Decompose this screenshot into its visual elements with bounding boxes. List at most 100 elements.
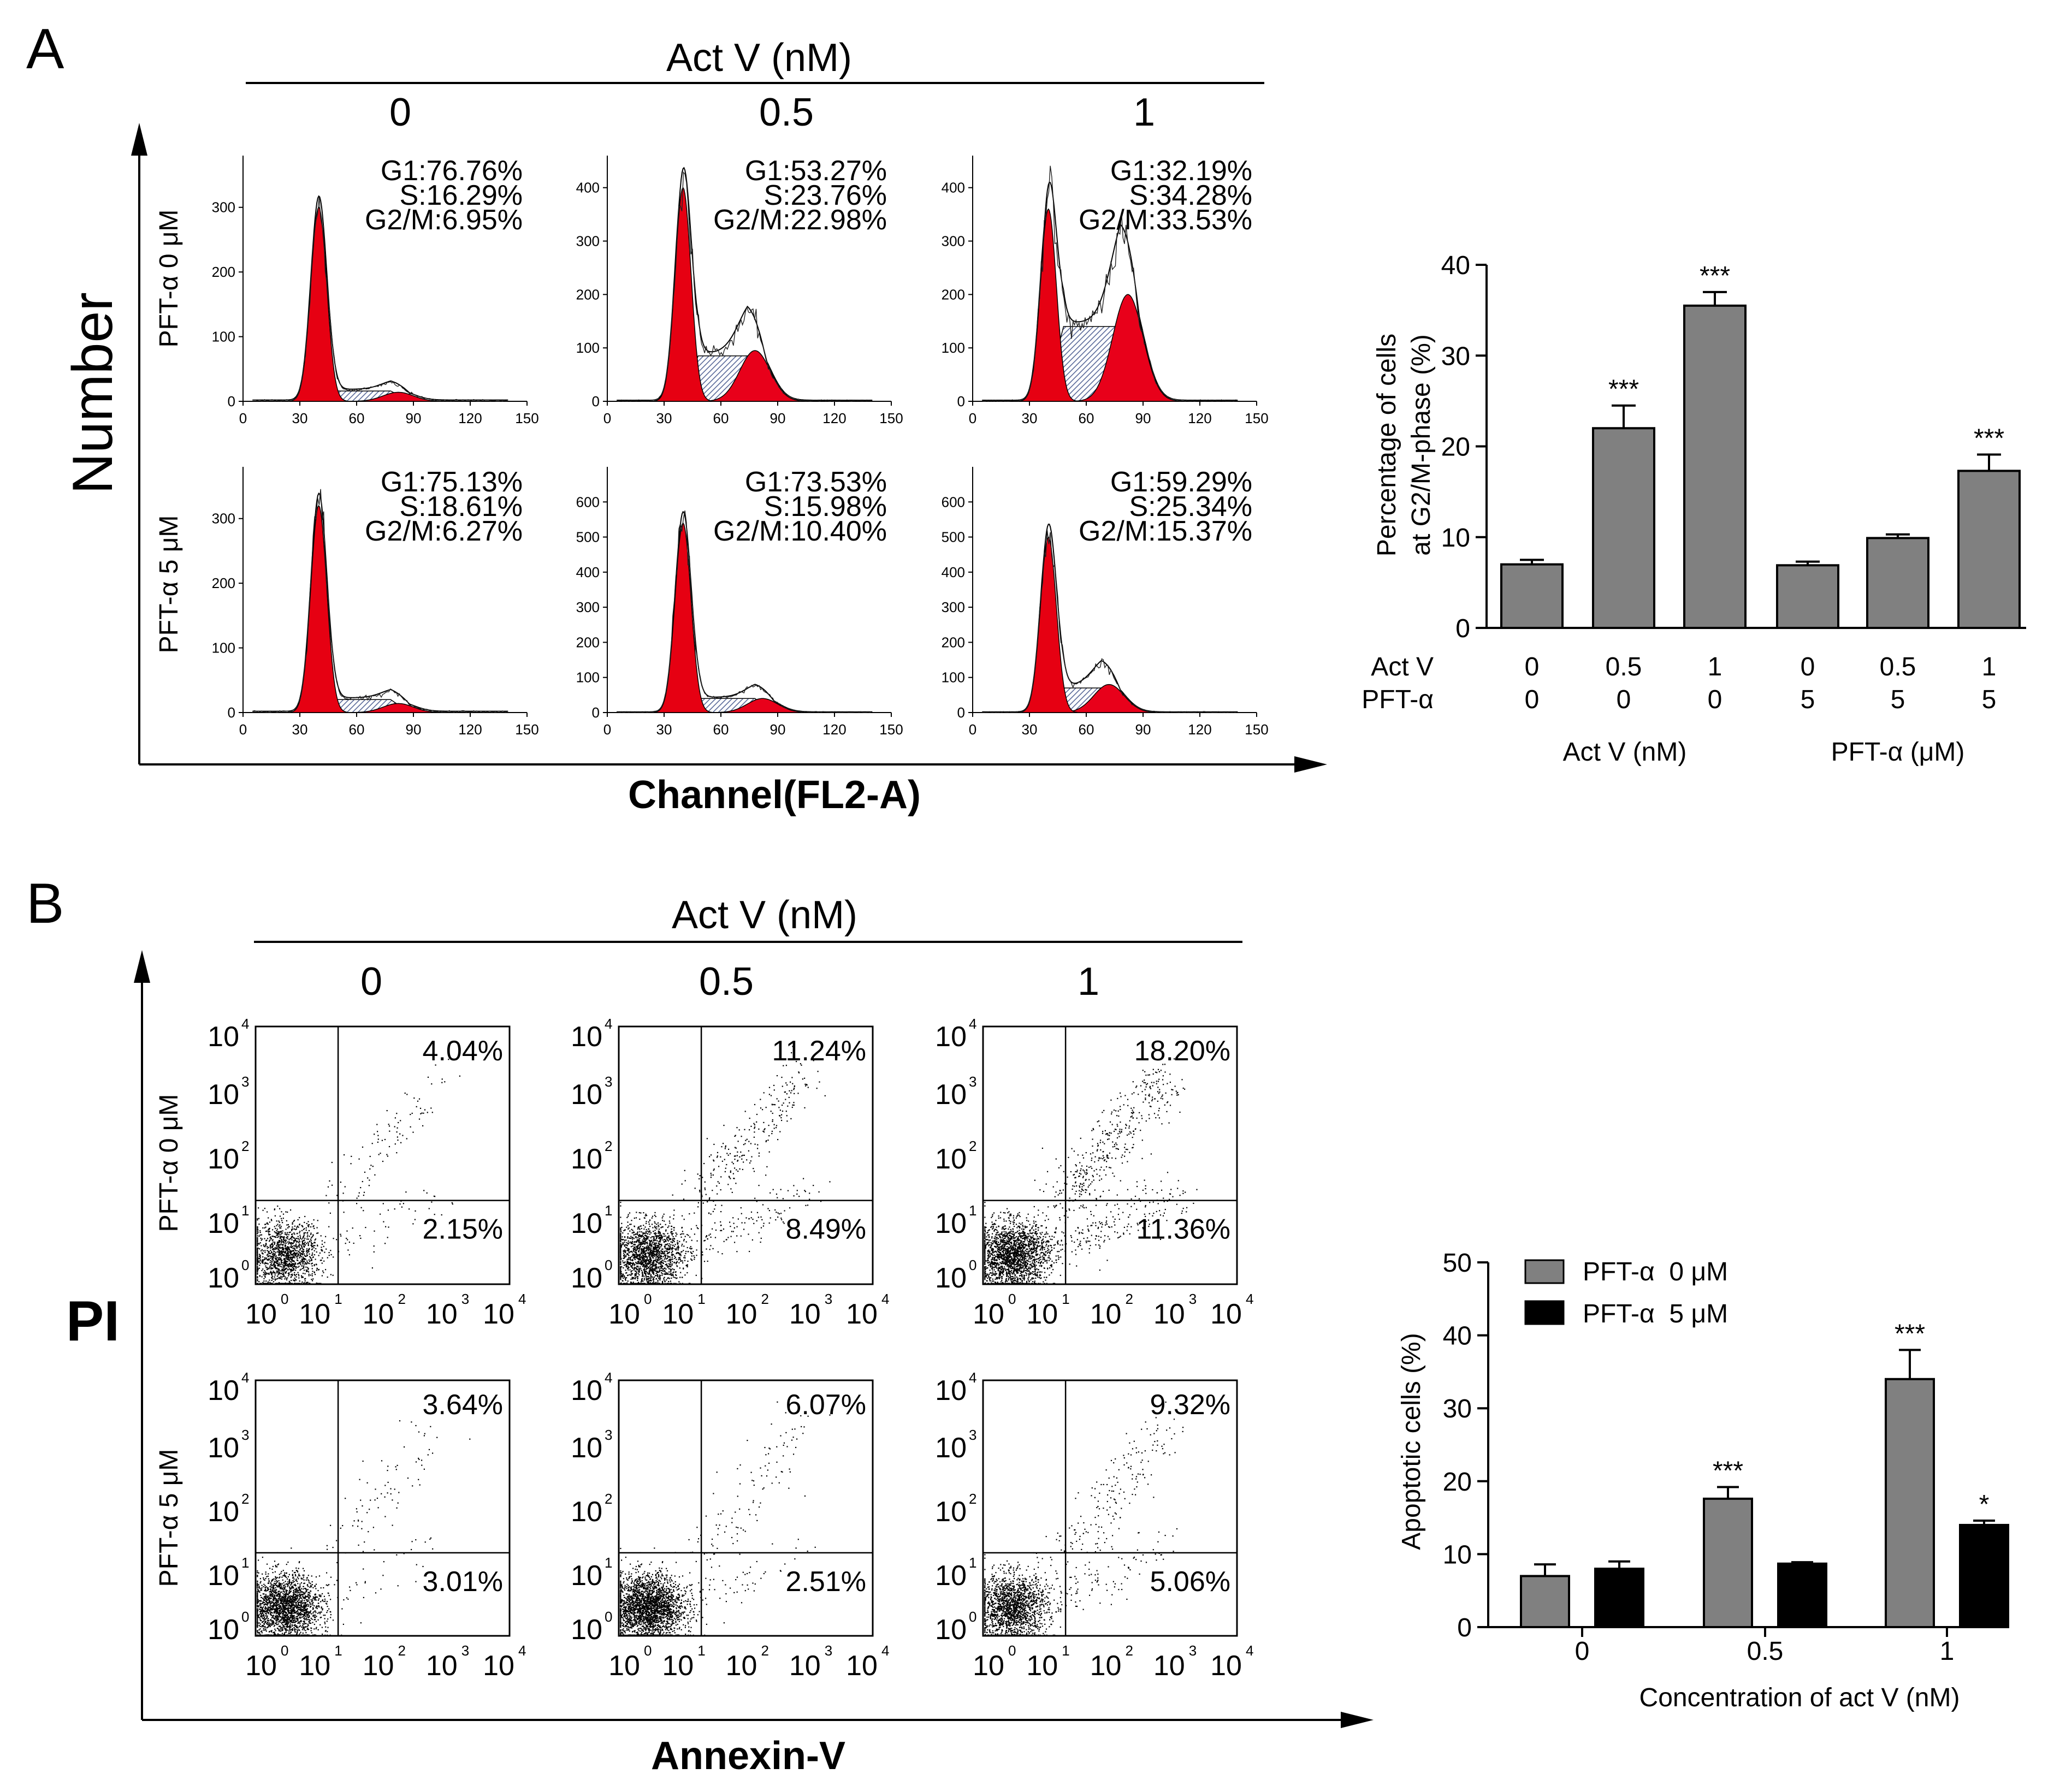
hist-y-tick-label: 100: [942, 669, 965, 686]
panel-a-x-label: Channel(FL2-A): [628, 773, 921, 817]
dotplot-y-tick-exp: 0: [605, 1609, 612, 1625]
dotplot-x-tick-base: 10: [1210, 1298, 1242, 1330]
dotplot-upper-right-pct: 9.32%: [1150, 1389, 1230, 1421]
dotplot-y-tick-exp: 3: [969, 1073, 976, 1090]
dotplot-x-tick-base: 10: [299, 1298, 330, 1330]
panel-a-row-0: PFT-α 0 μM: [155, 210, 184, 348]
hist-g2m-peak: [709, 698, 816, 713]
histogram-r1-c2: 0 30 60 90 120 150 0 100 200 300 400 500 600 G1:59.29…: [942, 466, 1269, 738]
hist-y-tick-label: 0: [592, 704, 600, 721]
dotplot-x-tick-base: 10: [1090, 1650, 1122, 1682]
g2m-actv-value: 1: [1982, 652, 1997, 681]
dotplot-y-tick-base: 10: [571, 1496, 602, 1528]
dotplot-y-tick-base: 10: [208, 1432, 239, 1464]
dotplot-y-tick-base: 10: [935, 1079, 967, 1111]
hist-g2m-peak: [701, 350, 809, 402]
g2m-pft-value: 5: [1891, 685, 1905, 714]
apo-bar: [1594, 1568, 1644, 1629]
dotplot-x-tick-base: 10: [726, 1298, 757, 1330]
dotplot-x-tick-base: 10: [662, 1650, 694, 1682]
dotplot-y-tick-exp: 4: [241, 1369, 249, 1386]
panel-a-row-1: PFT-α 5 μM: [155, 515, 184, 654]
dotplot-y-tick-base: 10: [935, 1375, 967, 1407]
g2m-actv-value: 0.5: [1606, 652, 1642, 681]
dotplot-y-tick-base: 10: [935, 1432, 967, 1464]
hist-y-tick-label: 500: [576, 529, 600, 545]
hist-g1-label: G1:32.19%: [1110, 155, 1252, 187]
hist-x-tick-label: 60: [713, 410, 729, 426]
hist-y-tick-label: 600: [576, 494, 600, 510]
dotplot-y-tick-exp: 0: [969, 1609, 976, 1625]
dotplot-r1-c2: 9.32%5.06%10 010 010 110 110 210 210 310 310 410 4: [935, 1369, 1253, 1682]
dotplot-x-tick-base: 10: [846, 1650, 878, 1682]
apo-bar: [1959, 1523, 2009, 1628]
panel-a-x-arrow: [1294, 756, 1327, 773]
hist-x-tick-label: 150: [879, 410, 903, 426]
dotplot-x-tick-exp: 2: [1126, 1642, 1133, 1659]
hist-g1-label: G1:59.29%: [1110, 466, 1252, 498]
dotplot-y-tick-base: 10: [571, 1560, 602, 1592]
g2m-row-label-actv: Act V: [1371, 652, 1434, 681]
dotplot-x-tick-exp: 4: [518, 1642, 526, 1659]
hist-g1-peak: [289, 206, 348, 402]
hist-y-tick-label: 400: [942, 564, 965, 580]
hist-g2m-label: G2/M:6.27%: [365, 515, 523, 547]
dotplot-y-tick-base: 10: [208, 1208, 239, 1239]
dotplot-x-tick-exp: 3: [825, 1291, 832, 1307]
dotplot-y-tick-base: 10: [208, 1079, 239, 1111]
dotplot-x-tick-base: 10: [973, 1650, 1004, 1682]
dotplot-y-tick-base: 10: [571, 1375, 602, 1407]
hist-y-tick-label: 200: [576, 286, 600, 302]
apo-legend-swatch-1: [1524, 1300, 1565, 1325]
hist-y-tick-label: 300: [942, 599, 965, 615]
dotplot-y-tick-base: 10: [571, 1262, 602, 1294]
hist-g2m-peak: [345, 703, 452, 713]
dotplot-y-tick-exp: 2: [241, 1138, 249, 1154]
hist-g1-label: G1:53.27%: [745, 155, 887, 187]
apo-legend-swatch-0: [1524, 1259, 1565, 1284]
dotplot-x-tick-base: 10: [608, 1650, 640, 1682]
dotplot-y-tick-exp: 4: [241, 1016, 249, 1032]
hist-g1-label: G1:76.76%: [381, 155, 523, 187]
dotplot-x-tick-base: 10: [483, 1650, 514, 1682]
hist-y-tick-label: 0: [228, 704, 235, 721]
dotplot-x-tick-base: 10: [1153, 1650, 1185, 1682]
dotplot-lower-right-pct: 3.01%: [423, 1566, 503, 1598]
dotplot-y-tick-exp: 2: [969, 1138, 976, 1154]
hist-y-tick-label: 0: [957, 393, 965, 410]
dotplot-y-tick-base: 10: [208, 1143, 239, 1175]
apo-y-tick-label: 50: [1443, 1249, 1472, 1278]
dotplot-x-tick-exp: 2: [761, 1291, 769, 1307]
g2m-bar: [1957, 470, 2021, 629]
hist-x-tick-label: 0: [239, 721, 247, 738]
hist-g2m-label: G2/M:6.95%: [365, 204, 523, 236]
dotplot-lower-right-pct: 2.15%: [423, 1214, 503, 1245]
hist-y-tick-label: 200: [576, 634, 600, 650]
dotplot-r0-c1: 11.24%8.49%10 010 010 110 110 210 210 310 310 410…: [571, 1016, 889, 1330]
hist-x-tick-label: 150: [515, 721, 538, 738]
histogram-r1-c1: 0 30 60 90 120 150 0 100 200 300 400 500 600 G1:73.53…: [576, 466, 903, 738]
dotplot-y-tick-base: 10: [208, 1614, 239, 1646]
g2m-actv-value: 0: [1801, 652, 1815, 681]
dotplot-upper-right-pct: 11.24%: [772, 1035, 866, 1067]
hist-y-tick-label: 100: [212, 329, 235, 345]
hist-g1-peak: [289, 505, 348, 713]
hist-y-tick-label: 100: [576, 340, 600, 356]
g2m-pft-value: 0: [1617, 685, 1631, 714]
dotplot-y-tick-base: 10: [571, 1021, 602, 1053]
dotplot-y-tick-base: 10: [571, 1614, 602, 1646]
hist-y-tick-label: 200: [212, 575, 235, 591]
hist-y-tick-label: 0: [592, 393, 600, 410]
hist-x-tick-label: 30: [656, 721, 672, 738]
hist-x-tick-label: 0: [239, 410, 247, 426]
apo-x-tick-label: 1: [1940, 1637, 1955, 1666]
hist-x-tick-label: 120: [822, 721, 846, 738]
dotplot-x-tick-exp: 0: [281, 1291, 288, 1307]
hist-s-label: S:23.76%: [764, 180, 887, 211]
hist-y-tick-label: 100: [942, 340, 965, 356]
hist-y-tick-label: 100: [212, 640, 235, 656]
hist-s-label: S:18.61%: [400, 491, 523, 523]
g2m-bar: [1592, 427, 1655, 629]
dotplot-y-tick-exp: 1: [605, 1202, 612, 1219]
dotplot-x-tick-base: 10: [426, 1650, 458, 1682]
